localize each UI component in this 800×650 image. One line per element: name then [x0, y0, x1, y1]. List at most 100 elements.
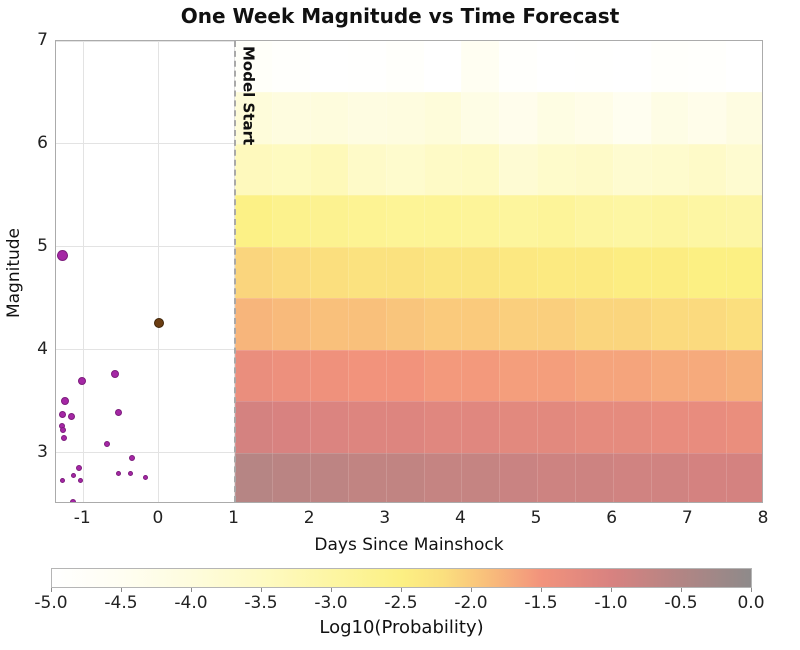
heatmap-cell [423, 143, 463, 196]
heatmap-cell [234, 452, 273, 502]
plot-area: Model Start [55, 40, 763, 503]
heatmap-cell [574, 195, 614, 248]
colorbar-tick-label: -0.5 [664, 593, 698, 613]
colorbar-tick-label: -3.5 [244, 593, 278, 613]
y-tick-label: 6 [37, 132, 48, 153]
heatmap-cell [537, 401, 576, 454]
heatmap-cell [385, 401, 425, 454]
heatmap-cell [612, 452, 652, 502]
colorbar-tick-label: -4.0 [174, 593, 208, 613]
heatmap-cell [272, 92, 311, 145]
colorbar-tick-label: -1.5 [524, 593, 558, 613]
event-point [77, 477, 83, 483]
heatmap-cell [423, 452, 463, 502]
gridline-vertical [82, 41, 84, 502]
heatmap-cell [347, 143, 387, 196]
heatmap-cell [688, 401, 727, 454]
heatmap-cell [688, 143, 727, 196]
colorbar-tick [121, 588, 122, 592]
colorbar-tick-label: -3.0 [314, 593, 348, 613]
heatmap-cell [612, 401, 652, 454]
colorbar-tick [541, 588, 542, 592]
event-point [116, 470, 122, 476]
heatmap-cell [461, 41, 500, 94]
heatmap-cell [385, 298, 425, 351]
heatmap-cell [310, 401, 349, 454]
heatmap-cell [461, 298, 500, 351]
heatmap-cell [499, 195, 538, 248]
colorbar-tick [191, 588, 192, 592]
heatmap-cell [423, 298, 463, 351]
x-tick-label: 0 [152, 508, 164, 528]
heatmap-cell [272, 195, 311, 248]
heatmap-cell [347, 452, 387, 502]
gridline-vertical [158, 41, 160, 502]
heatmap-cell [385, 195, 425, 248]
colorbar-tick [331, 588, 332, 592]
event-point [128, 454, 135, 461]
heatmap-cell [537, 452, 576, 502]
heatmap-cell [347, 41, 387, 94]
heatmap-cell [423, 92, 463, 145]
heatmap-cell [537, 92, 576, 145]
heatmap-cell [574, 452, 614, 502]
heatmap-cell [726, 452, 762, 502]
heatmap-cell [310, 246, 349, 299]
event-point [142, 474, 148, 480]
heatmap-cell [461, 349, 500, 402]
event-point [77, 376, 86, 385]
heatmap-cell [650, 298, 689, 351]
event-point [56, 249, 68, 261]
heatmap-cell [423, 41, 463, 94]
heatmap-cell [574, 246, 614, 299]
heatmap-cell [499, 143, 538, 196]
heatmap-cell [650, 41, 689, 94]
heatmap-cell [688, 246, 727, 299]
chart-title: One Week Magnitude vs Time Forecast [180, 4, 620, 28]
heatmap-cell [385, 452, 425, 502]
heatmap-cell [461, 195, 500, 248]
event-point [75, 464, 82, 471]
event-point [114, 408, 122, 416]
model-start-label: Model Start [239, 46, 258, 146]
x-tick-label: -1 [73, 508, 91, 528]
heatmap-cell [688, 195, 727, 248]
y-tick-label: 5 [37, 235, 48, 256]
heatmap-cell [499, 298, 538, 351]
heatmap-cell [499, 92, 538, 145]
heatmap-cell [612, 349, 652, 402]
event-point [59, 426, 66, 433]
heatmap-cell [234, 349, 273, 402]
heatmap-cell [385, 349, 425, 402]
heatmap-cell [726, 298, 762, 351]
heatmap-cell [726, 195, 762, 248]
heatmap-cell [688, 41, 727, 94]
colorbar-tick-label: 0.0 [737, 593, 765, 613]
heatmap-cell [688, 349, 727, 402]
heatmap-cell [726, 92, 762, 145]
heatmap-cell [537, 195, 576, 248]
heatmap-cell [385, 41, 425, 94]
colorbar-tick [51, 588, 52, 592]
heatmap-cell [461, 143, 500, 196]
x-tick-label: 5 [530, 508, 542, 528]
heatmap-cell [385, 143, 425, 196]
event-point [111, 370, 119, 379]
event-point [59, 477, 65, 483]
heatmap-cell [385, 92, 425, 145]
heatmap-cell [272, 401, 311, 454]
heatmap-cell [537, 298, 576, 351]
heatmap-cell [574, 143, 614, 196]
heatmap-cell [347, 298, 387, 351]
heatmap-cell [499, 41, 538, 94]
colorbar-tick-label: -4.5 [104, 593, 138, 613]
colorbar-tick [401, 588, 402, 592]
heatmap-cell [612, 195, 652, 248]
heatmap-cell [574, 41, 614, 94]
heatmap-cell [310, 195, 349, 248]
event-point [68, 413, 76, 421]
heatmap-cell [234, 401, 273, 454]
heatmap-cell [499, 452, 538, 502]
colorbar-tick [261, 588, 262, 592]
colorbar-label: Log10(Probability) [319, 617, 484, 638]
